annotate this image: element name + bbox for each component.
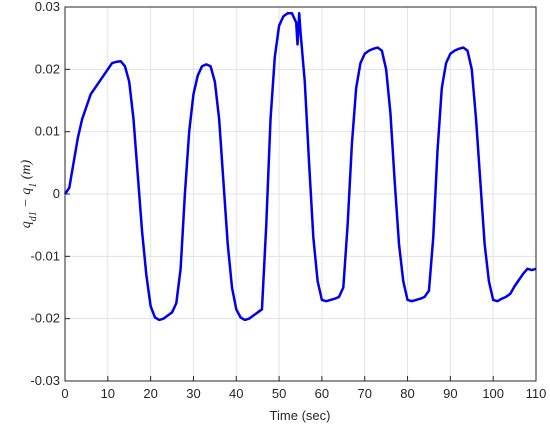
- x-tick-label: 30: [186, 386, 200, 401]
- y-tick-label: -0.02: [30, 311, 60, 326]
- x-tick-label: 110: [526, 386, 547, 401]
- y-label-part: d1: [28, 211, 39, 221]
- x-tick-label: 80: [400, 386, 414, 401]
- y-tick-label: -0.01: [30, 248, 60, 263]
- x-tick-label: 90: [443, 386, 457, 401]
- y-axis-label: qd1 − q1 (m): [19, 159, 39, 228]
- y-tick-label: 0.03: [35, 0, 60, 14]
- x-axis-label: Time (sec): [270, 408, 331, 423]
- x-tick-label: 70: [357, 386, 371, 401]
- y-tick-label: 0: [53, 186, 60, 201]
- y-label-part: (m): [19, 159, 34, 182]
- x-tick-label: 10: [101, 386, 115, 401]
- x-tick-label: 60: [315, 386, 329, 401]
- y-tick-label: 0.02: [35, 61, 60, 76]
- x-tick-label: 50: [272, 386, 286, 401]
- y-tick-label: 0.01: [35, 124, 60, 139]
- x-tick-label: 40: [229, 386, 243, 401]
- y-label-part: 1: [28, 183, 39, 188]
- y-label-part: − q: [19, 188, 34, 211]
- y-tick-label: -0.03: [30, 373, 60, 388]
- x-tick-label: 20: [143, 386, 157, 401]
- x-tick-label: 0: [61, 386, 68, 401]
- x-tick-label: 100: [482, 386, 504, 401]
- data-line: [63, 11, 537, 322]
- y-label-part: q: [19, 221, 34, 228]
